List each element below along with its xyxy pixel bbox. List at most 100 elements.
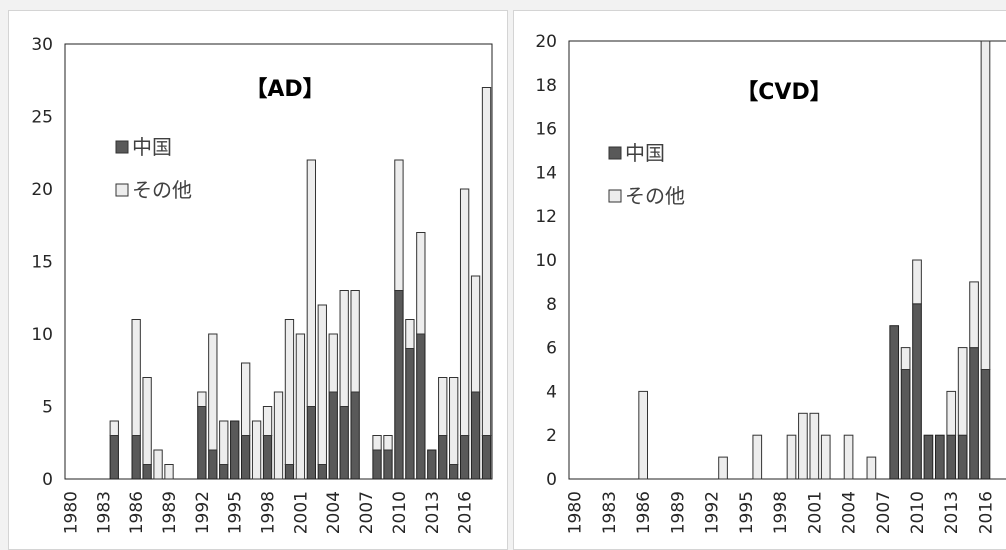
bar-segment-china [383,449,393,480]
bar-segment-other [843,434,854,480]
bar-segment-other [295,333,306,480]
bar-segment-other [459,188,470,436]
x-tick-label: 1986 [634,491,654,534]
legend-swatch [115,140,129,154]
y-tick-label: 4 [546,382,557,402]
bar-segment-other [164,464,174,480]
bar-segment-china [481,435,492,480]
bar-segment-china [969,347,979,480]
bar-segment-china [230,420,240,480]
y-tick-label: 25 [31,108,53,128]
bar-segment-china [197,406,207,480]
bar-segment-china [328,391,338,480]
bar-segment-other [109,420,119,436]
plot-area [568,40,1006,480]
bar-segment-china [438,435,448,480]
bar-segment-china [350,391,360,480]
x-tick-label: 1980 [566,491,586,534]
bar-segment-other [820,434,831,480]
bar-segment-other [438,377,448,436]
bar-segment-other [142,377,152,465]
x-tick-label: 1992 [703,491,723,534]
x-tick-label: 1989 [668,491,688,534]
bar-segment-china [284,464,295,480]
y-tick-label: 2 [546,426,557,446]
bar-segment-china [946,434,957,480]
legend-label: その他 [625,184,685,208]
y-tick-label: 20 [31,180,53,200]
bar-segment-china [416,333,426,480]
bar-segment-other [372,435,382,451]
legend-swatch [608,189,622,203]
bar-segment-china [208,449,218,480]
bar-segment-china [934,434,945,480]
bar-segment-china [219,464,229,480]
x-tick-label: 2013 [942,491,962,534]
bar-segment-other [809,412,820,480]
x-tick-label: 2004 [324,491,344,534]
x-tick-label: 1998 [259,491,279,534]
bar-segment-china [957,434,968,480]
bar-segment-other [284,319,295,465]
bar-segment-china [470,391,481,480]
bar-segment-other [153,449,163,480]
bar-segment-china [980,369,991,480]
x-tick-label: 1998 [771,491,791,534]
bar-segment-other [197,391,207,407]
x-tick-label: 1983 [94,491,114,534]
x-tick-label: 1989 [160,491,180,534]
y-tick-label: 8 [546,295,557,315]
bar-segment-other [328,333,338,393]
bar-segment-other [946,390,957,436]
x-tick-label: 2016 [976,491,996,534]
bar-segment-other [449,377,459,465]
y-tick-label: 30 [31,35,53,55]
y-tick-label: 15 [31,253,53,273]
bar-segment-other [752,434,763,480]
cvd-chart-panel: 0 2 4 6 8 10 12 14 16 18 20 1980 1983 1986 1989 1992 199… [513,10,1006,550]
y-tick-label: 10 [535,251,557,271]
y-tick-label: 0 [546,470,557,490]
bar-segment-other [470,275,481,393]
bar-segment-other [339,290,349,407]
x-tick-label: 2007 [874,491,894,534]
bar-segment-other [638,390,649,480]
bar-segment-other [481,87,492,436]
bar-segment-other [394,159,404,291]
y-tick-label: 5 [42,398,53,418]
chart-title: 【AD】 [245,77,324,102]
bar-segment-china [900,369,911,480]
bar-segment-china [449,464,459,480]
x-tick-label: 2016 [456,491,476,534]
bar-segment-china [131,435,141,480]
legend-swatch [608,146,622,160]
bar-segment-other [350,290,360,393]
bar-segment-other [957,347,968,436]
y-tick-label: 18 [535,76,557,96]
x-tick-label: 1983 [600,491,620,534]
bar-segment-china [405,348,415,480]
bar-segment-china [427,449,437,480]
y-tick-label: 14 [535,163,557,183]
x-tick-label: 2010 [390,491,410,534]
bar-segment-china [889,325,900,480]
bar-segment-other [317,304,327,465]
x-tick-label: 1995 [226,491,246,534]
x-tick-label: 2001 [291,491,311,534]
legend-label: 中国 [625,141,665,165]
bar-segment-other [273,391,284,480]
y-tick-label: 6 [546,339,557,359]
bar-segment-other [262,406,273,436]
bar-segment-other [786,434,797,480]
bar-segment-china [306,406,317,480]
bar-segment-china [394,290,404,480]
bar-segment-china [317,464,327,480]
bar-segment-other [306,159,317,407]
x-tick-label: 2010 [908,491,928,534]
bar-segment-china [142,464,152,480]
bar-segment-china [262,435,273,480]
bar-segment-china [240,435,251,480]
x-tick-label: 2004 [840,491,860,534]
bar-segment-other [900,347,911,371]
chart-title: 【CVD】 [736,80,831,105]
